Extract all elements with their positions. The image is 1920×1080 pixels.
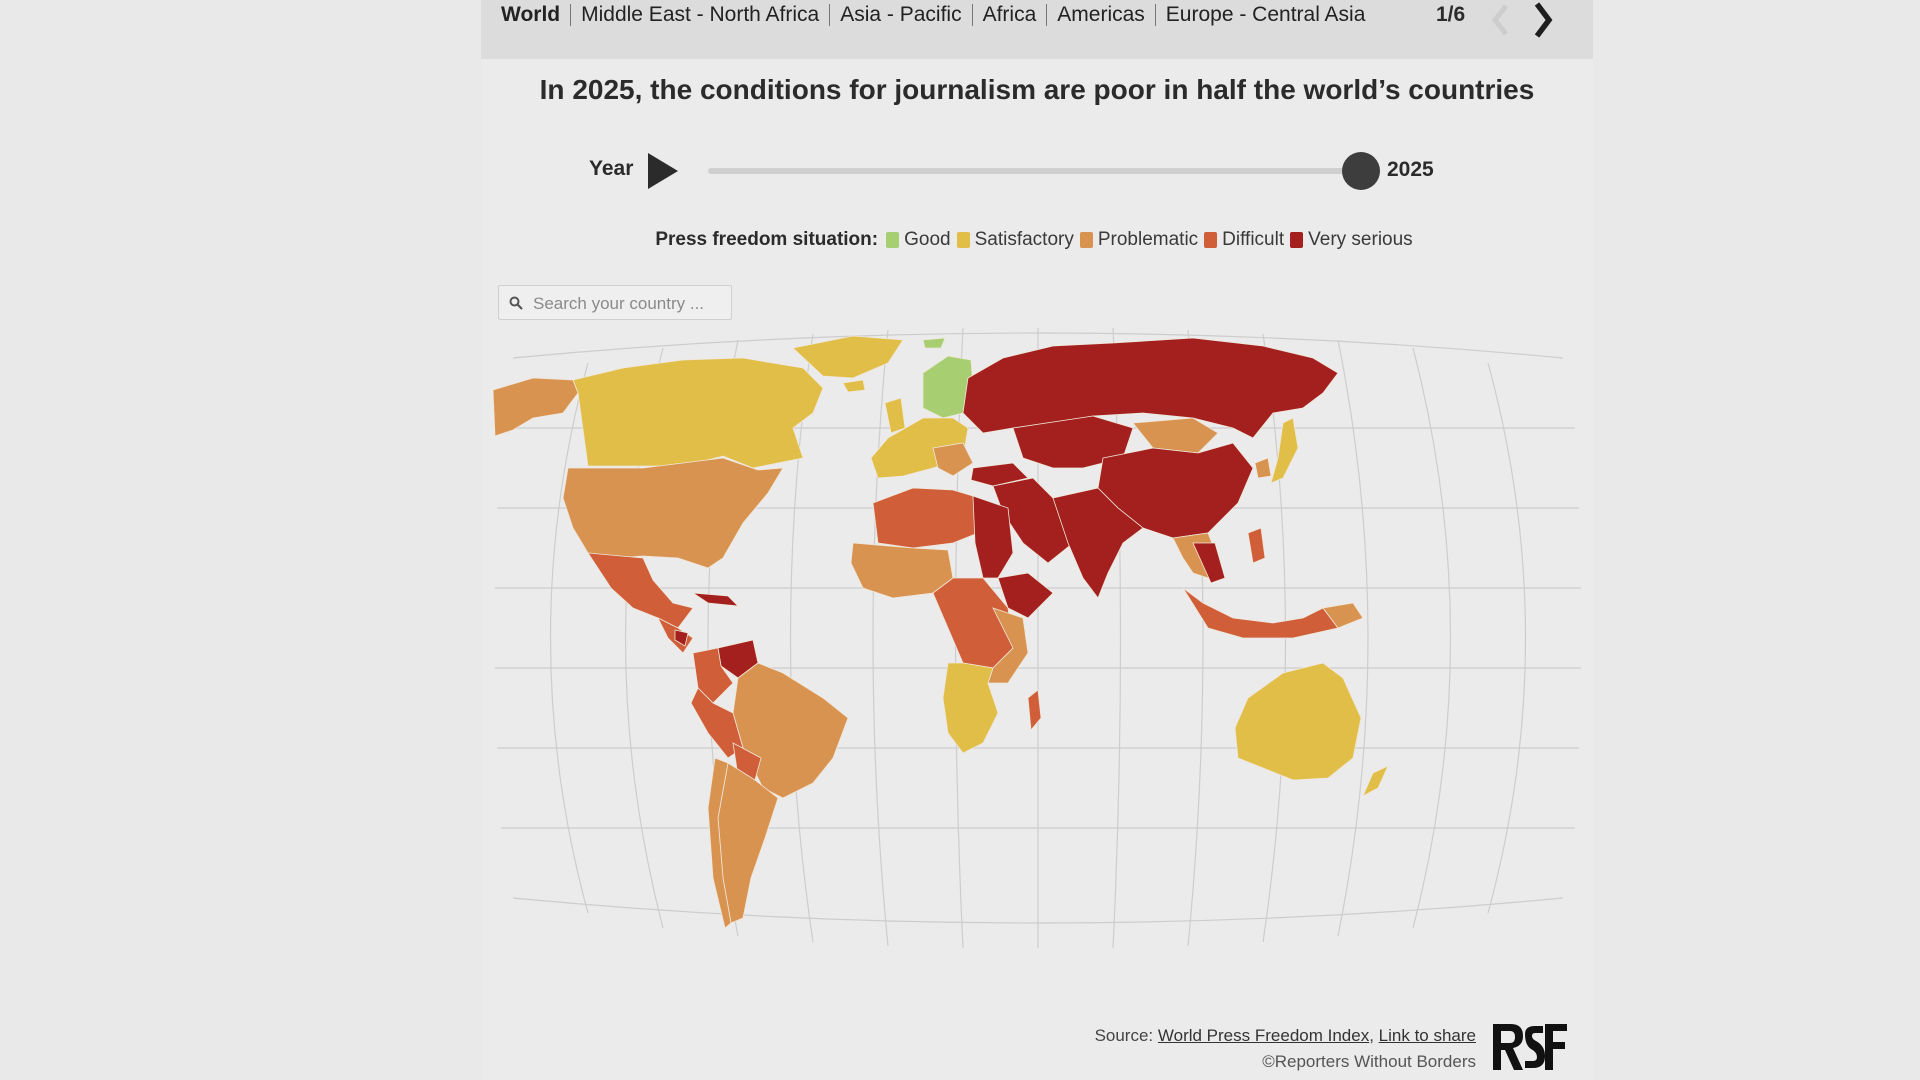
rsf-logo [1493, 1024, 1567, 1070]
chevron-left-icon [1491, 4, 1508, 36]
legend-item-satisfactory[interactable]: Satisfactory [956, 229, 1074, 251]
country-mongolia [1132, 417, 1219, 454]
legend: Press freedom situation: Good Satisfacto… [481, 229, 1593, 251]
country-svalbard [922, 337, 946, 349]
previous-slide-button[interactable] [1486, 0, 1516, 40]
country-mexico [587, 552, 694, 629]
region-tabs: World Middle East - North Africa Asia - … [501, 0, 1375, 30]
country-philippines [1247, 527, 1266, 564]
country-greenland [792, 335, 904, 379]
source-credit: Source: World Press Freedom Index, Link … [951, 1026, 1476, 1046]
country-australia [1234, 662, 1362, 781]
country-vietnam-laos [1192, 542, 1226, 584]
search-input[interactable] [531, 290, 725, 318]
world-press-freedom-map[interactable] [493, 318, 1583, 958]
country-korea [1254, 457, 1272, 479]
year-slider-thumb[interactable] [1342, 152, 1380, 190]
legend-label: Good [904, 229, 951, 250]
legend-item-difficult[interactable]: Difficult [1204, 229, 1284, 251]
tab-asia-pacific[interactable]: Asia - Pacific [830, 4, 973, 26]
tab-middle-east-north-africa[interactable]: Middle East - North Africa [571, 4, 831, 26]
year-label: Year [589, 157, 634, 180]
legend-title: Press freedom situation: [655, 229, 879, 250]
country-iceland [842, 379, 866, 393]
country-canada [572, 357, 824, 469]
legend-label: Problematic [1097, 229, 1199, 250]
country-papua-new-guinea [1322, 602, 1364, 629]
map-countries[interactable] [493, 335, 1389, 929]
share-link[interactable]: Link to share [1378, 1026, 1476, 1045]
chevron-right-icon [1534, 2, 1553, 38]
next-slide-button[interactable] [1528, 0, 1558, 40]
legend-label: Very serious [1308, 229, 1413, 250]
country-balkans [932, 442, 974, 477]
year-slider-track[interactable] [708, 168, 1358, 174]
country-north-africa [872, 487, 979, 549]
source-link[interactable]: World Press Freedom Index [1157, 1026, 1370, 1045]
country-egypt-sudan [972, 495, 1014, 579]
legend-swatch [1079, 232, 1093, 248]
country-south-asia [1052, 487, 1144, 599]
country-southern-africa [942, 662, 999, 754]
year-value: 2025 [1387, 158, 1434, 181]
legend-item-good[interactable]: Good [886, 229, 951, 251]
map-panel: World Middle East - North Africa Asia - … [481, 0, 1593, 1080]
country-united-states [562, 457, 784, 569]
legend-item-very-serious[interactable]: Very serious [1290, 229, 1413, 251]
source-prefix: Source: [1094, 1026, 1158, 1045]
region-nav-bar: World Middle East - North Africa Asia - … [481, 0, 1593, 59]
legend-swatch [956, 232, 970, 248]
play-button[interactable] [646, 151, 680, 191]
country-madagascar [1027, 689, 1042, 731]
country-search[interactable] [498, 285, 732, 320]
country-horn-of-africa [997, 572, 1054, 619]
country-new-zealand [1362, 765, 1389, 797]
legend-swatch [1290, 232, 1304, 248]
copyright: ©Reporters Without Borders [1262, 1052, 1476, 1071]
country-chile [707, 757, 732, 929]
country-cuba [692, 592, 740, 607]
tab-africa[interactable]: Africa [973, 4, 1048, 26]
country-malaysia-indonesia [1182, 587, 1339, 639]
legend-item-problematic[interactable]: Problematic [1079, 229, 1199, 251]
legend-label: Difficult [1222, 229, 1285, 250]
legend-swatch [886, 232, 900, 248]
chart-title: In 2025, the conditions for journalism a… [539, 74, 1535, 105]
search-icon [509, 296, 523, 310]
page-indicator: 1/6 [1436, 3, 1466, 26]
country-japan [1270, 417, 1299, 484]
tab-americas[interactable]: Americas [1047, 4, 1156, 26]
country-nicaragua [674, 629, 689, 647]
tab-europe-central-asia[interactable]: Europe - Central Asia [1165, 3, 1366, 26]
play-icon [648, 153, 678, 189]
country-alaska [493, 377, 579, 437]
legend-label: Satisfactory [974, 229, 1074, 250]
tab-world[interactable]: World [501, 4, 572, 26]
country-turkey [970, 462, 1029, 487]
country-east-africa [987, 607, 1029, 684]
source-separator: , [1369, 1026, 1379, 1045]
legend-swatch [1204, 232, 1218, 248]
